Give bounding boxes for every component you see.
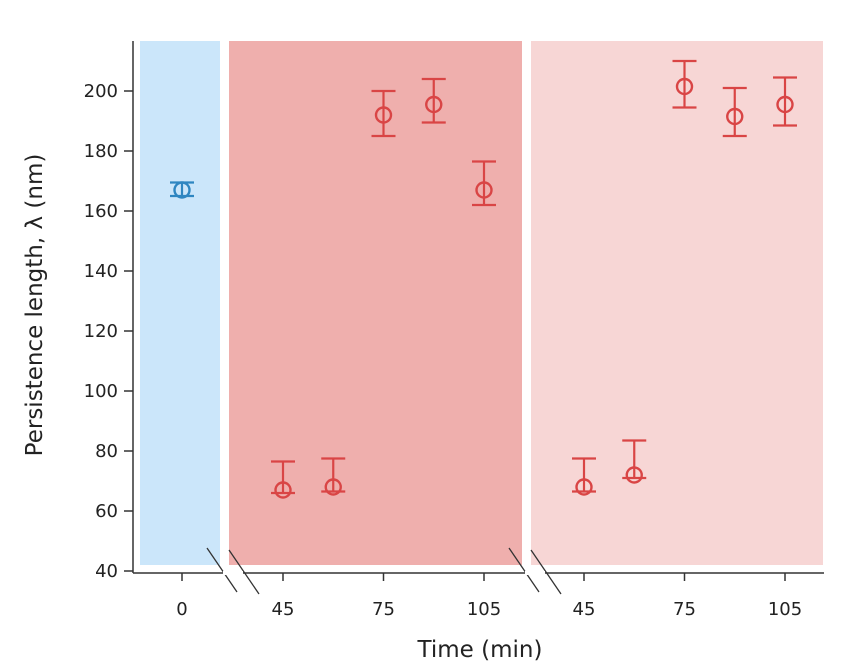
x-tick-label: 45 <box>272 599 295 620</box>
data-point-marker <box>173 181 191 199</box>
axis-break-gap <box>525 571 545 575</box>
data-point-marker <box>425 95 443 114</box>
x-tick-label: 0 <box>176 599 187 620</box>
axis-break-gap <box>223 571 243 575</box>
y-tick-label: 40 <box>95 561 118 582</box>
axes: 40 60 80 100 120 140 160 180 200 0 45 75 105 45 75 105 <box>84 41 824 620</box>
axis-break-mark <box>530 549 562 595</box>
x-axis-title: Time (min) <box>417 637 543 663</box>
x-tick-label: 105 <box>768 599 802 620</box>
data-point-marker <box>726 107 744 126</box>
data-point-marker <box>675 77 694 96</box>
data-point-marker <box>625 466 643 484</box>
data-point-marker <box>374 106 393 124</box>
axis-break-mark <box>206 547 238 593</box>
data-point-marker <box>274 481 292 499</box>
x-tick-label: 75 <box>372 599 395 620</box>
panel-background-2 <box>229 41 522 565</box>
y-tick-label: 140 <box>84 261 118 282</box>
data-point-marker <box>575 478 593 496</box>
data-point-marker <box>324 478 342 496</box>
axis-break-mark <box>228 549 260 595</box>
y-tick-label: 180 <box>84 141 118 162</box>
y-tick-label: 60 <box>95 501 118 522</box>
axis-break-mark <box>508 547 540 593</box>
y-tick-label: 100 <box>84 381 118 402</box>
x-tick-label: 105 <box>467 599 501 620</box>
y-tick-label: 160 <box>84 201 118 222</box>
y-tick-label: 200 <box>84 81 118 102</box>
x-tick-label: 75 <box>673 599 696 620</box>
panel-backgrounds <box>140 41 823 565</box>
panel-background-3 <box>531 41 823 565</box>
data-points <box>170 59 797 499</box>
y-tick-label: 120 <box>84 321 118 342</box>
data-point-marker <box>776 95 794 114</box>
x-tick-label: 45 <box>573 599 596 620</box>
data-point-marker <box>475 181 493 199</box>
y-axis-title: Persistence length, λ (nm) <box>22 154 48 457</box>
y-tick-label: 80 <box>95 441 118 462</box>
panel-background-1 <box>140 41 220 565</box>
